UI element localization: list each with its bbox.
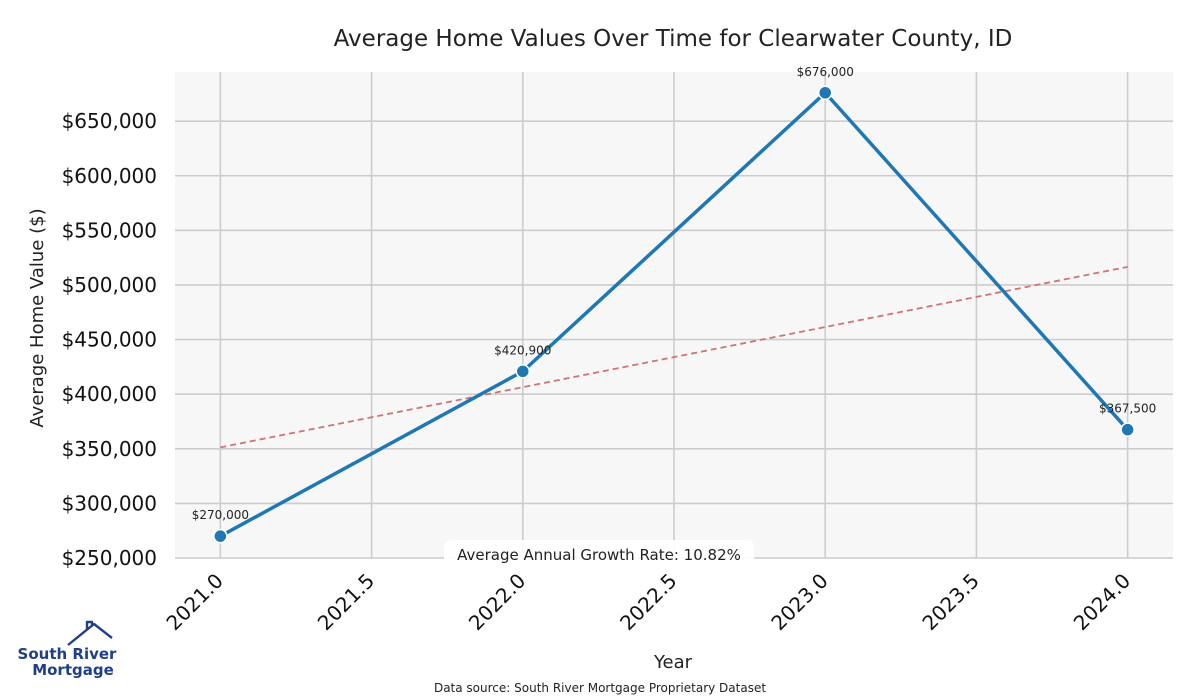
x-tick-label: 2022.5 (615, 569, 681, 635)
trendline (220, 265, 1128, 449)
series-line-path (219, 91, 1129, 538)
y-tick-label: $250,000 (62, 546, 157, 570)
x-axis-ticks: 2021.0 2021.5 2022.0 2022.5 2023.0 2023.5 2024… (161, 569, 1135, 635)
south-river-mortgage-logo: South River Mortgage (18, 620, 118, 679)
y-tick-label: $350,000 (62, 437, 157, 461)
y-tick-label: $550,000 (62, 218, 157, 242)
data-labels: $270,000 $420,900 $676,000 $367,500 (192, 65, 1157, 522)
logo-line-2: Mortgage (32, 661, 114, 679)
x-tick-label: 2023.0 (766, 569, 832, 635)
y-tick-label: $300,000 (62, 491, 157, 515)
series-line (219, 91, 1129, 538)
chart-title: Average Home Values Over Time for Clearw… (334, 26, 1013, 52)
growth-rate-annotation: Average Annual Growth Rate: 10.82% (444, 540, 754, 568)
x-tick-label: 2021.0 (161, 569, 227, 635)
y-tick-label: $650,000 (62, 109, 157, 133)
data-label: $420,900 (494, 343, 551, 357)
y-axis-label: Average Home Value ($) (27, 208, 48, 427)
annotation-text: Average Annual Growth Rate: 10.82% (457, 546, 741, 564)
data-label: $270,000 (192, 508, 249, 522)
x-tick-label: 2021.5 (313, 569, 379, 635)
data-point (213, 528, 228, 544)
data-point (1120, 422, 1135, 437)
y-axis-ticks: $250,000 $300,000 $350,000 $400,000 $450,000… (62, 109, 157, 570)
x-tick-label: 2022.0 (464, 569, 530, 635)
data-source-note: Data source: South River Mortgage Propri… (434, 681, 766, 695)
y-tick-label: $600,000 (62, 164, 157, 188)
data-points (213, 85, 1135, 544)
logo-line-1: South River (18, 645, 118, 663)
x-tick-label: 2024.0 (1069, 569, 1135, 635)
y-tick-label: $500,000 (62, 273, 157, 297)
trendline-dashed (220, 265, 1128, 449)
annotation-box (444, 540, 754, 568)
data-label: $676,000 (797, 65, 854, 79)
data-point (515, 364, 531, 379)
house-roof-icon (67, 620, 113, 646)
x-tick-label: 2023.5 (918, 569, 984, 635)
data-label: $367,500 (1099, 402, 1156, 416)
y-tick-label: $400,000 (62, 382, 157, 406)
y-tick-label: $450,000 (62, 328, 157, 352)
data-point (817, 85, 833, 101)
x-axis-label: Year (653, 652, 693, 673)
